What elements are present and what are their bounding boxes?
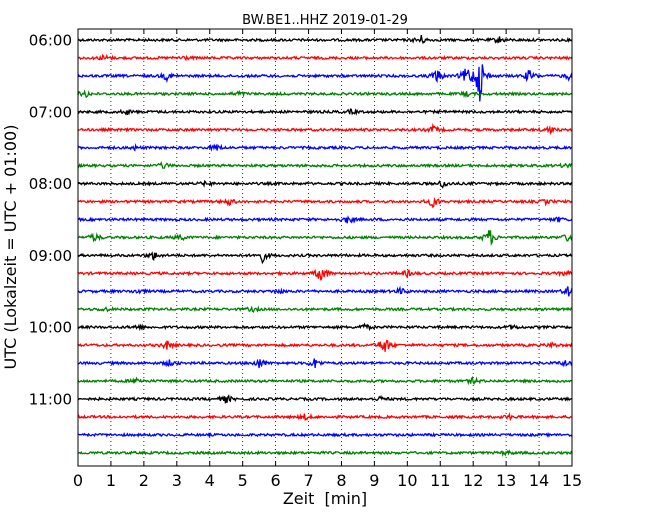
x-axis-label: Zeit [min] [283, 489, 367, 508]
x-tick-label: 9 [369, 471, 379, 490]
y-tick-label: 09:00 [29, 247, 72, 265]
y-tick-label: 08:00 [29, 175, 72, 193]
seismogram-trace [77, 376, 573, 386]
seismogram-trace [78, 431, 573, 438]
y-axis-label: UTC (Lokalzeit = UTC + 01:00) [1, 125, 20, 370]
x-axis-ticks: 0 1 2 3 4 5 6 7 8 9 10 11 12 13 14 15 [73, 29, 582, 490]
x-tick-label: 4 [205, 471, 215, 490]
x-tick-label: 2 [139, 471, 149, 490]
seismogram-trace [77, 64, 573, 102]
seismogram-trace [77, 143, 573, 152]
seismogram-trace [77, 394, 573, 404]
plot-frame [77, 28, 573, 467]
seismogram-trace [77, 449, 573, 457]
seismogram-trace [77, 339, 573, 352]
seismogram-trace [77, 305, 573, 313]
vertical-grid [110, 29, 540, 466]
trace-group [77, 34, 573, 457]
chart-title: BW.BE1..HHZ 2019-01-29 [242, 13, 408, 28]
seismogram-trace [77, 34, 573, 45]
x-tick-label: 13 [496, 471, 516, 490]
x-tick-label: 12 [463, 471, 483, 490]
x-tick-label: 7 [303, 471, 313, 490]
seismogram-trace [77, 215, 573, 224]
seismogram-trace [77, 358, 573, 369]
x-tick-label: 10 [397, 471, 417, 490]
x-tick-label: 1 [106, 471, 116, 490]
seismogram-trace [77, 230, 573, 246]
seismogram-trace [77, 53, 573, 62]
seismogram-trace [77, 285, 573, 297]
y-tick-label: 06:00 [29, 32, 72, 50]
seismogram-trace [77, 196, 573, 209]
x-tick-label: 8 [336, 471, 346, 490]
y-tick-label: 07:00 [29, 103, 72, 121]
seismogram-trace [77, 89, 573, 99]
seismogram-trace [77, 412, 573, 422]
x-tick-label: 11 [430, 471, 450, 490]
x-tick-label: 5 [238, 471, 248, 490]
y-tick-label: 10:00 [29, 319, 72, 337]
seismogram-trace [77, 251, 573, 265]
x-tick-label: 3 [172, 471, 182, 490]
seismogram-trace [77, 179, 573, 189]
seismogram-trace [77, 108, 573, 116]
x-tick-label: 14 [529, 471, 549, 490]
y-tick-label: 11:00 [29, 391, 72, 409]
seismogram-trace [77, 268, 573, 281]
x-tick-label: 0 [73, 471, 83, 490]
y-axis-ticks: 06:00 07:00 08:00 09:00 10:00 11:00 [29, 32, 572, 409]
seismogram-trace [77, 322, 573, 332]
seismogram-trace [77, 122, 573, 135]
seismogram-trace [77, 161, 573, 169]
x-tick-label: 6 [271, 471, 281, 490]
x-tick-label: 15 [562, 471, 582, 490]
